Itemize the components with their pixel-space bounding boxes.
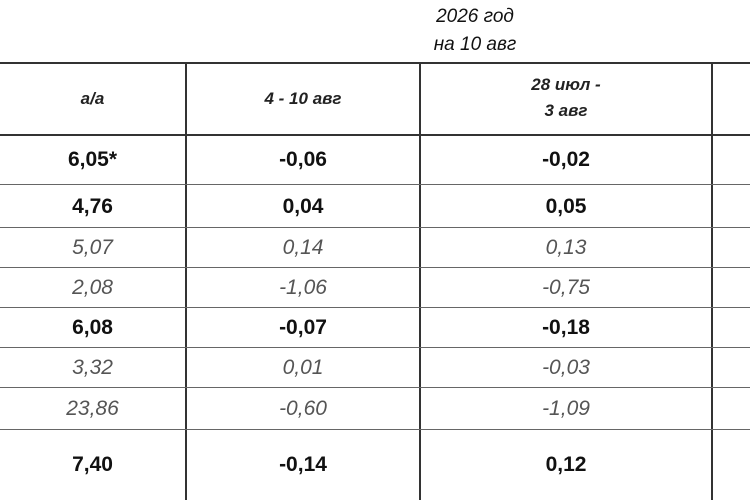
rule bbox=[0, 184, 750, 185]
table-cell: 0,14 bbox=[282, 236, 324, 259]
table-cell: -1,06 bbox=[279, 276, 327, 299]
title-line: на 10 авг bbox=[433, 34, 517, 55]
table-cell: -0,60 bbox=[279, 397, 327, 420]
table-cell: 4,76 bbox=[72, 194, 113, 218]
rule bbox=[0, 227, 750, 228]
table-cell: 6,08 bbox=[72, 316, 113, 339]
rule bbox=[0, 387, 750, 388]
table-cell: 3,32 bbox=[72, 356, 113, 379]
column-header: 4 - 10 авг bbox=[264, 89, 342, 108]
column-header: 3 авг bbox=[544, 101, 588, 120]
table-cell: 0,12 bbox=[545, 453, 587, 476]
table-cell: -0,14 bbox=[279, 453, 327, 476]
table-cell: -0,75 bbox=[542, 276, 590, 299]
rule bbox=[0, 134, 750, 136]
table-cell: 23,86 bbox=[66, 397, 119, 420]
table-cell: -1,09 bbox=[542, 397, 590, 420]
table-cell: 7,40 bbox=[72, 453, 113, 476]
table-cell: -0,06 bbox=[279, 148, 327, 171]
table-cell: 0,04 bbox=[282, 194, 324, 218]
rule bbox=[0, 347, 750, 348]
table-cell: -0,07 bbox=[279, 316, 327, 339]
column-header: а/а bbox=[80, 89, 105, 108]
table-cell: 2,08 bbox=[72, 276, 113, 299]
table-cell: -0,18 bbox=[542, 316, 590, 339]
table-cell: 6,05* bbox=[67, 148, 118, 171]
rule bbox=[0, 267, 750, 268]
rule bbox=[0, 307, 750, 308]
table-cell: 5,07 bbox=[72, 236, 113, 259]
table-cell: -0,02 bbox=[542, 148, 590, 171]
rule bbox=[711, 62, 713, 500]
rule bbox=[419, 62, 421, 500]
rule bbox=[185, 62, 187, 500]
table-cell: 0,13 bbox=[545, 236, 587, 259]
table-cell: 0,05 bbox=[545, 194, 587, 218]
table-cell: 0,01 bbox=[282, 356, 324, 379]
table-cell: -0,03 bbox=[542, 356, 590, 379]
rule bbox=[0, 429, 750, 430]
column-header: 28 июл - bbox=[531, 75, 601, 94]
rule bbox=[0, 62, 750, 64]
title-line: 2026 год bbox=[436, 6, 514, 27]
